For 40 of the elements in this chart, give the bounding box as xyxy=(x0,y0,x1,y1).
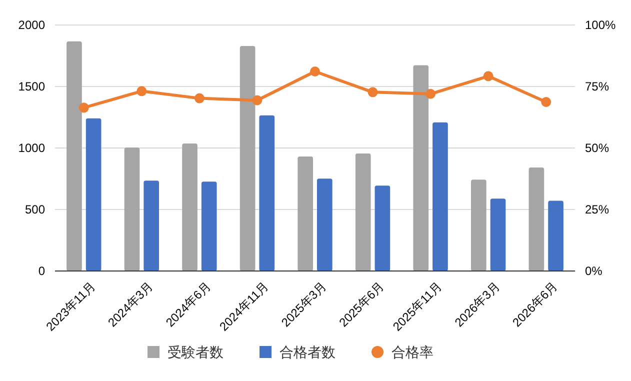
bar xyxy=(201,182,217,271)
bar xyxy=(548,200,564,271)
y-tick-label: 500 xyxy=(24,202,46,217)
bar xyxy=(298,156,313,271)
bar xyxy=(528,168,544,271)
y-tick-label: 1500 xyxy=(18,80,46,94)
y-tick-label: 0 xyxy=(38,264,46,278)
bar xyxy=(355,154,371,271)
point xyxy=(252,95,262,106)
point xyxy=(541,97,552,107)
bar xyxy=(66,41,82,271)
y-tick-label: 1000 xyxy=(18,141,46,156)
y2-tick-label: 25% xyxy=(585,202,610,217)
bar xyxy=(182,143,198,271)
bar xyxy=(240,46,256,271)
point xyxy=(310,66,320,76)
bar xyxy=(144,180,159,271)
bar xyxy=(259,115,275,271)
point xyxy=(368,87,378,98)
y2-tick-label: 100% xyxy=(585,18,616,32)
bar xyxy=(471,180,486,271)
point xyxy=(194,93,204,104)
bar xyxy=(490,198,506,271)
legend-label: 合格者数 xyxy=(280,344,336,360)
legend-label: 合格率 xyxy=(392,344,434,360)
y2-tick-label: 75% xyxy=(585,80,610,94)
bar xyxy=(86,118,102,271)
y2-tick-label: 0% xyxy=(585,264,603,278)
y2-tick-label: 50% xyxy=(585,141,610,156)
bar xyxy=(432,122,448,271)
bar xyxy=(124,148,140,271)
bar xyxy=(374,186,390,271)
point xyxy=(426,88,436,99)
bar xyxy=(413,65,429,271)
legend-label: 受験者数 xyxy=(168,344,224,360)
y-tick-label: 2000 xyxy=(18,18,46,32)
point xyxy=(483,71,494,82)
point xyxy=(136,86,147,96)
bar xyxy=(317,178,332,271)
point xyxy=(78,102,89,113)
